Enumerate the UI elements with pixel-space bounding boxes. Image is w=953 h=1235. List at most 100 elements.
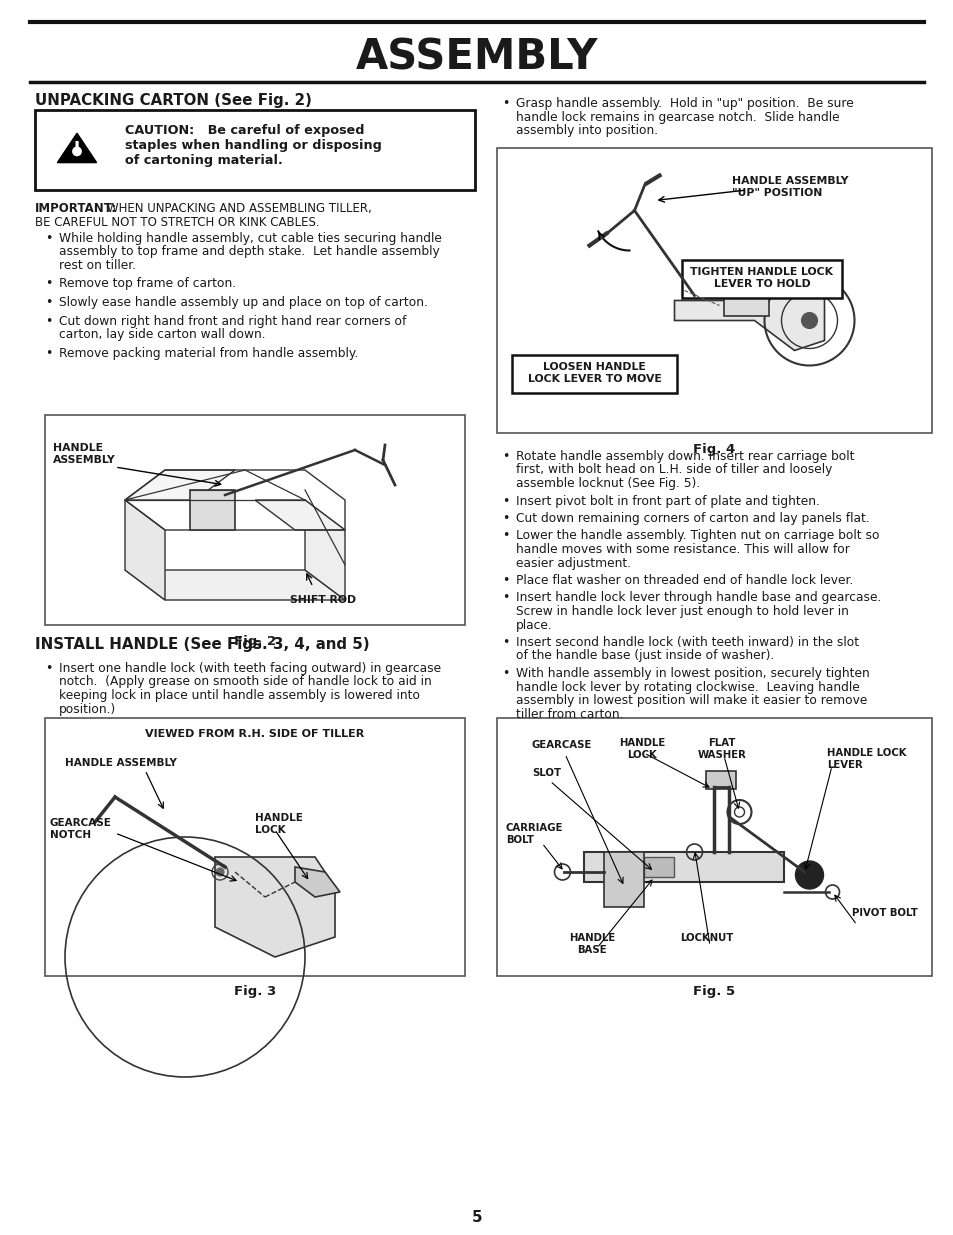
Text: staples when handling or disposing: staples when handling or disposing bbox=[125, 140, 381, 152]
Text: FLAT
WASHER: FLAT WASHER bbox=[697, 739, 745, 760]
Text: Fig. 4: Fig. 4 bbox=[693, 442, 735, 456]
Text: •: • bbox=[45, 232, 52, 245]
Text: •: • bbox=[45, 662, 52, 676]
Text: Insert one handle lock (with teeth facing outward) in gearcase: Insert one handle lock (with teeth facin… bbox=[59, 662, 440, 676]
Bar bbox=[35, 110, 475, 190]
Text: HANDLE
ASSEMBLY: HANDLE ASSEMBLY bbox=[53, 443, 115, 464]
Text: SLOT: SLOT bbox=[532, 768, 561, 778]
Text: assemble locknut (See Fig. 5).: assemble locknut (See Fig. 5). bbox=[516, 477, 700, 490]
Text: Cut down remaining corners of carton and lay panels flat.: Cut down remaining corners of carton and… bbox=[516, 513, 869, 525]
Text: LOCKNUT: LOCKNUT bbox=[679, 932, 733, 944]
Text: •: • bbox=[501, 574, 509, 587]
Text: CARRIAGE
BOLT: CARRIAGE BOLT bbox=[505, 823, 563, 845]
Text: LOOSEN HANDLE
LOCK LEVER TO MOVE: LOOSEN HANDLE LOCK LEVER TO MOVE bbox=[527, 362, 660, 384]
Text: PIVOT BOLT: PIVOT BOLT bbox=[851, 908, 917, 918]
Text: BE CAREFUL NOT TO STRETCH OR KINK CABLES.: BE CAREFUL NOT TO STRETCH OR KINK CABLES… bbox=[35, 216, 319, 228]
Text: •: • bbox=[501, 592, 509, 604]
Text: •: • bbox=[45, 278, 52, 290]
Text: HANDLE ASSEMBLY
"UP" POSITION: HANDLE ASSEMBLY "UP" POSITION bbox=[731, 177, 847, 198]
Circle shape bbox=[801, 312, 817, 329]
Text: •: • bbox=[501, 513, 509, 525]
Text: Screw in handle lock lever just enough to hold lever in: Screw in handle lock lever just enough t… bbox=[516, 605, 848, 618]
Text: •: • bbox=[501, 636, 509, 650]
Text: position.): position.) bbox=[59, 703, 116, 715]
Text: HANDLE
LOCK: HANDLE LOCK bbox=[618, 739, 664, 760]
Text: easier adjustment.: easier adjustment. bbox=[516, 557, 631, 569]
Text: carton, lay side carton wall down.: carton, lay side carton wall down. bbox=[59, 329, 265, 341]
Bar bbox=[706, 771, 736, 789]
Text: Rotate handle assembly down. Insert rear carriage bolt: Rotate handle assembly down. Insert rear… bbox=[516, 450, 854, 463]
Text: HANDLE
LOCK: HANDLE LOCK bbox=[254, 813, 302, 835]
Text: Place flat washer on threaded end of handle lock lever.: Place flat washer on threaded end of han… bbox=[516, 574, 853, 587]
Polygon shape bbox=[57, 133, 96, 163]
Polygon shape bbox=[214, 857, 335, 957]
Text: handle lock remains in gearcase notch.  Slide handle: handle lock remains in gearcase notch. S… bbox=[516, 110, 839, 124]
Text: •: • bbox=[45, 347, 52, 359]
Text: Cut down right hand front and right hand rear corners of: Cut down right hand front and right hand… bbox=[59, 315, 406, 327]
Text: assembly in lowest position will make it easier to remove: assembly in lowest position will make it… bbox=[516, 694, 866, 706]
Text: IMPORTANT:: IMPORTANT: bbox=[35, 203, 117, 215]
Text: tiller from carton.: tiller from carton. bbox=[516, 708, 623, 720]
Bar bbox=[723, 278, 769, 315]
Text: handle lock lever by rotating clockwise.  Leaving handle: handle lock lever by rotating clockwise.… bbox=[516, 680, 859, 694]
Polygon shape bbox=[125, 471, 234, 500]
Text: notch.  (Apply grease on smooth side of handle lock to aid in: notch. (Apply grease on smooth side of h… bbox=[59, 676, 432, 688]
Text: HANDLE
BASE: HANDLE BASE bbox=[568, 932, 615, 955]
Text: HANDLE ASSEMBLY: HANDLE ASSEMBLY bbox=[65, 758, 176, 768]
Text: Slowly ease handle assembly up and place on top of carton.: Slowly ease handle assembly up and place… bbox=[59, 296, 428, 309]
Text: •: • bbox=[501, 530, 509, 542]
Bar bbox=[681, 261, 841, 298]
Polygon shape bbox=[254, 500, 345, 530]
Bar bbox=[497, 718, 931, 976]
Text: Grasp handle assembly.  Hold in "up" position.  Be sure: Grasp handle assembly. Hold in "up" posi… bbox=[516, 98, 853, 110]
Text: Remove top frame of carton.: Remove top frame of carton. bbox=[59, 278, 236, 290]
Polygon shape bbox=[674, 290, 823, 351]
Text: Remove packing material from handle assembly.: Remove packing material from handle asse… bbox=[59, 347, 358, 359]
Text: keeping lock in place until handle assembly is lowered into: keeping lock in place until handle assem… bbox=[59, 689, 419, 701]
Text: TIGHTEN HANDLE LOCK
LEVER TO HOLD: TIGHTEN HANDLE LOCK LEVER TO HOLD bbox=[690, 267, 833, 289]
Circle shape bbox=[795, 861, 822, 889]
Bar bbox=[604, 852, 644, 906]
Text: WHEN UNPACKING AND ASSEMBLING TILLER,: WHEN UNPACKING AND ASSEMBLING TILLER, bbox=[107, 203, 372, 215]
Polygon shape bbox=[305, 500, 345, 600]
Text: handle moves with some resistance. This will allow for: handle moves with some resistance. This … bbox=[516, 543, 849, 556]
Polygon shape bbox=[294, 867, 339, 897]
Text: •: • bbox=[45, 296, 52, 309]
Text: UNPACKING CARTON (See Fig. 2): UNPACKING CARTON (See Fig. 2) bbox=[35, 93, 312, 107]
Text: •: • bbox=[501, 667, 509, 680]
Text: Fig. 5: Fig. 5 bbox=[693, 986, 735, 999]
Text: !: ! bbox=[72, 140, 81, 158]
Text: Lower the handle assembly. Tighten nut on carriage bolt so: Lower the handle assembly. Tighten nut o… bbox=[516, 530, 879, 542]
Text: While holding handle assembly, cut cable ties securing handle: While holding handle assembly, cut cable… bbox=[59, 232, 441, 245]
Text: •: • bbox=[501, 450, 509, 463]
Text: assembly to top frame and depth stake.  Let handle assembly: assembly to top frame and depth stake. L… bbox=[59, 246, 439, 258]
Text: •: • bbox=[501, 98, 509, 110]
Text: VIEWED FROM R.H. SIDE OF TILLER: VIEWED FROM R.H. SIDE OF TILLER bbox=[145, 729, 364, 739]
Bar bbox=[584, 852, 783, 882]
Bar bbox=[45, 415, 464, 625]
Text: 5: 5 bbox=[471, 1210, 482, 1225]
Text: Fig. 2: Fig. 2 bbox=[233, 635, 275, 647]
Polygon shape bbox=[125, 571, 345, 600]
Text: GEARCASE: GEARCASE bbox=[531, 740, 592, 750]
Text: •: • bbox=[45, 315, 52, 327]
Bar bbox=[497, 148, 931, 433]
Text: GEARCASE
NOTCH: GEARCASE NOTCH bbox=[50, 818, 112, 840]
Text: HANDLE LOCK
LEVER: HANDLE LOCK LEVER bbox=[826, 748, 905, 769]
Text: Insert handle lock lever through handle base and gearcase.: Insert handle lock lever through handle … bbox=[516, 592, 881, 604]
Text: ASSEMBLY: ASSEMBLY bbox=[355, 37, 598, 79]
Text: of cartoning material.: of cartoning material. bbox=[125, 154, 282, 167]
Text: With handle assembly in lowest position, securely tighten: With handle assembly in lowest position,… bbox=[516, 667, 869, 680]
Text: first, with bolt head on L.H. side of tiller and loosely: first, with bolt head on L.H. side of ti… bbox=[516, 463, 832, 477]
Circle shape bbox=[72, 147, 81, 156]
Text: •: • bbox=[501, 494, 509, 508]
Text: CAUTION:   Be careful of exposed: CAUTION: Be careful of exposed bbox=[125, 124, 364, 137]
Circle shape bbox=[215, 868, 224, 876]
Bar bbox=[644, 857, 674, 877]
Text: of the handle base (just inside of washer).: of the handle base (just inside of washe… bbox=[516, 650, 774, 662]
Text: Insert second handle lock (with teeth inward) in the slot: Insert second handle lock (with teeth in… bbox=[516, 636, 859, 650]
Bar bbox=[190, 490, 234, 530]
Text: rest on tiller.: rest on tiller. bbox=[59, 259, 136, 272]
Bar bbox=[512, 354, 677, 393]
Text: assembly into position.: assembly into position. bbox=[516, 124, 658, 137]
